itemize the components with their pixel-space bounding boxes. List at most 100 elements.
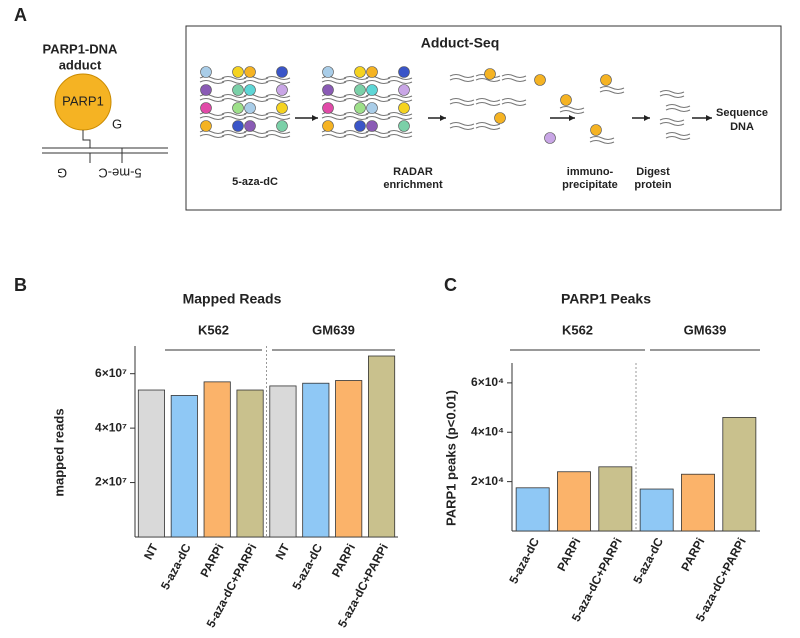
protein xyxy=(544,132,556,144)
bar xyxy=(681,473,715,532)
adduct-title: adduct xyxy=(59,57,102,72)
base-label: G xyxy=(57,166,67,181)
protein xyxy=(232,120,244,132)
protein xyxy=(366,120,378,132)
dna-fragment xyxy=(365,112,391,120)
bar xyxy=(368,355,396,538)
protein xyxy=(354,66,366,78)
protein xyxy=(276,84,288,96)
y-tick-label: 4×10⁷ xyxy=(95,420,127,434)
y-tick-label: 6×10⁴ xyxy=(471,375,504,389)
dna-fragment xyxy=(387,76,413,84)
x-tick-label: 5-aza-dC xyxy=(630,535,666,586)
protein xyxy=(354,120,366,132)
panel-label: A xyxy=(14,5,27,25)
y-tick-label: 6×10⁷ xyxy=(95,366,127,380)
protein xyxy=(398,120,410,132)
protein xyxy=(366,102,378,114)
dna-fragment xyxy=(387,94,413,102)
dna-fragment xyxy=(199,94,225,102)
group-label: GM639 xyxy=(684,322,727,337)
dna-fragment xyxy=(665,104,691,112)
y-tick-label: 2×10⁴ xyxy=(471,474,504,488)
workflow-title: Adduct-Seq xyxy=(421,35,500,51)
adduct-link xyxy=(82,130,91,148)
dna-fragment xyxy=(221,130,247,138)
dna-fragment xyxy=(265,76,291,84)
group-label: K562 xyxy=(198,322,229,337)
parp1-label: PARP1 xyxy=(62,93,104,108)
protein xyxy=(276,102,288,114)
protein xyxy=(244,120,256,132)
bar xyxy=(269,385,297,538)
dna-fragment xyxy=(659,90,685,98)
step-label: precipitate xyxy=(562,179,618,191)
chart-title: Mapped Reads xyxy=(183,291,282,307)
y-tick-label: 2×10⁷ xyxy=(95,475,127,489)
base-label: 5-me-C xyxy=(98,166,141,181)
protein xyxy=(244,66,256,78)
dna-fragment xyxy=(475,98,501,106)
dna-fragment xyxy=(365,94,391,102)
step-label: enrichment xyxy=(383,179,443,191)
bar xyxy=(722,417,757,532)
protein xyxy=(322,66,334,78)
dna-fragment xyxy=(243,76,269,84)
dna-fragment xyxy=(599,86,625,94)
protein xyxy=(244,102,256,114)
protein xyxy=(200,66,212,78)
dna-fragment xyxy=(265,94,291,102)
protein xyxy=(232,84,244,96)
step-label: Sequence xyxy=(716,107,768,119)
adduct-title: PARP1-DNA xyxy=(43,41,118,56)
arrow-head xyxy=(644,115,650,121)
protein xyxy=(200,120,212,132)
dna-fragment xyxy=(449,74,475,82)
protein xyxy=(366,66,378,78)
bar xyxy=(170,395,198,538)
dna-fragment xyxy=(387,112,413,120)
dna-fragment xyxy=(321,130,347,138)
dna-fragment xyxy=(321,76,347,84)
panel-label: C xyxy=(444,275,457,295)
x-tick-label: PARPi xyxy=(329,541,358,579)
bar xyxy=(302,382,330,538)
step-label: DNA xyxy=(730,121,754,133)
protein xyxy=(322,84,334,96)
dna-fragment xyxy=(343,112,369,120)
protein xyxy=(534,74,546,86)
dna-fragment xyxy=(199,112,225,120)
arrow-head xyxy=(706,115,712,121)
x-tick-label: NT xyxy=(141,541,161,562)
dna-fragment xyxy=(501,98,527,106)
x-tick-label: PARPi xyxy=(678,535,707,573)
bar xyxy=(236,389,264,538)
bar xyxy=(598,466,633,532)
workflow-box xyxy=(185,25,782,211)
protein xyxy=(398,102,410,114)
step-label: immuno- xyxy=(567,166,614,178)
protein xyxy=(244,84,256,96)
protein xyxy=(200,84,212,96)
step-label: Digest xyxy=(636,166,670,178)
protein xyxy=(366,84,378,96)
dna-fragment xyxy=(243,112,269,120)
step-label: RADAR xyxy=(393,166,433,178)
dna-fragment xyxy=(343,76,369,84)
bar xyxy=(639,488,674,532)
protein xyxy=(354,102,366,114)
protein xyxy=(276,120,288,132)
x-tick-label: 5-aza-dC xyxy=(289,541,325,592)
bar xyxy=(137,389,165,538)
protein xyxy=(590,124,602,136)
chart-title: PARP1 Peaks xyxy=(561,291,651,307)
group-label: K562 xyxy=(562,322,593,337)
y-axis-label: mapped reads xyxy=(51,408,66,496)
dna-fragment xyxy=(659,118,685,126)
dna-fragment xyxy=(449,122,475,130)
dna-fragment xyxy=(321,94,347,102)
dna-fragment xyxy=(199,76,225,84)
workflow-graphics xyxy=(199,66,712,144)
dna-fragment xyxy=(475,122,501,130)
